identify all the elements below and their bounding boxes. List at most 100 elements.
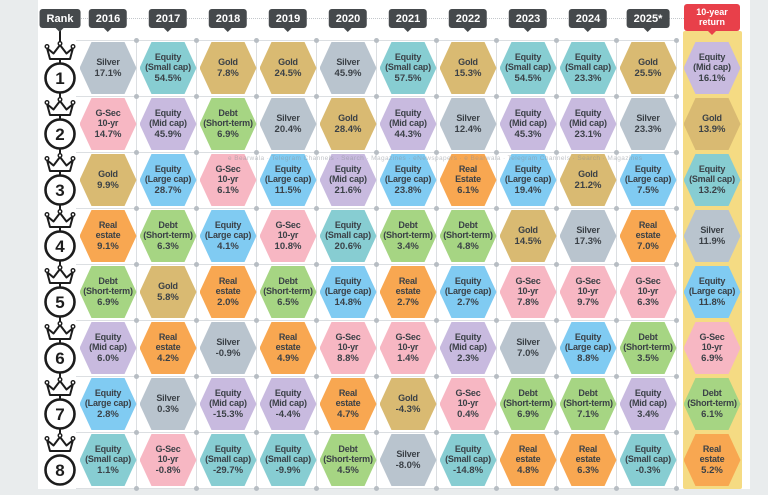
grid-dot	[254, 430, 259, 435]
asset-name: Equity (Small cap)	[505, 51, 551, 73]
asset-name: G-Sec 10-yr	[635, 275, 661, 297]
grid-dot	[434, 38, 439, 43]
asset-name: G-Sec 10-yr	[699, 331, 725, 353]
asset-return-value: 24.5%	[274, 67, 302, 79]
asset-name: G-Sec 10-yr	[275, 219, 301, 241]
asset-cell-2025-rank5: G-Sec 10-yr 6.3%	[619, 266, 677, 318]
asset-cell-2022-rank1: Gold 15.3%	[439, 42, 497, 94]
asset-return-value: 2.3%	[457, 352, 479, 364]
asset-return-value: 4.9%	[277, 352, 299, 364]
asset-name: Equity (Mid cap)	[449, 331, 487, 353]
asset-name: Equity (Small cap)	[565, 51, 611, 73]
grid-dot	[374, 318, 379, 323]
asset-return-value: 16.1%	[698, 72, 726, 84]
asset-cell-10yearreturn-rank5: Equity (Large cap) 11.8%	[683, 266, 741, 318]
asset-return-value: 5.2%	[701, 464, 723, 476]
asset-return-value: 6.1%	[217, 184, 239, 196]
asset-return-value: 7.0%	[517, 347, 539, 359]
grid-dot	[134, 374, 139, 379]
grid-dot	[134, 206, 139, 211]
grid-dot	[194, 38, 199, 43]
grid-dot	[194, 94, 199, 99]
asset-name: Gold	[278, 57, 298, 67]
asset-cell-2023-rank5: G-Sec 10-yr 7.8%	[499, 266, 557, 318]
asset-name: G-Sec 10-yr	[395, 331, 421, 353]
asset-cell-2025-rank8: Equity (Small cap) -0.3%	[619, 434, 677, 486]
year-header-2025: 2025*	[626, 9, 670, 32]
grid-dot	[554, 206, 559, 211]
asset-return-value: 23.8%	[394, 184, 422, 196]
asset-cell-2019-rank7: Equity (Mid cap) -4.4%	[259, 378, 317, 430]
asset-return-value: 6.1%	[701, 408, 723, 420]
asset-cell-2024-rank5: G-Sec 10-yr 9.7%	[559, 266, 617, 318]
asset-cell-2022-rank3: Real Estate 6.1%	[439, 154, 497, 206]
year-header-2022: 2022	[448, 9, 488, 32]
asset-return-value: -0.3%	[635, 464, 661, 476]
asset-name: Equity (Large cap)	[204, 219, 252, 241]
asset-return-value: 6.5%	[277, 296, 299, 308]
asset-return-value: 8.8%	[577, 352, 599, 364]
asset-name: Equity (Small cap)	[325, 219, 371, 241]
asset-return-value: 3.4%	[397, 240, 419, 252]
asset-cell-2016-rank3: Gold 9.9%	[79, 154, 137, 206]
grid-dot	[614, 430, 619, 435]
asset-cell-2024-rank8: Real estate 6.3%	[559, 434, 617, 486]
asset-cell-2019-rank1: Gold 24.5%	[259, 42, 317, 94]
asset-cell-2025-rank4: Real estate 7.0%	[619, 210, 677, 262]
grid-dot	[314, 38, 319, 43]
asset-cell-2018-rank2: Debt (Short-term) 6.9%	[199, 98, 257, 150]
year-header-2018: 2018	[208, 9, 248, 32]
asset-cell-2020-rank2: Gold 28.4%	[319, 98, 377, 150]
asset-return-value: 17.3%	[574, 235, 602, 247]
asset-name: Debt (Short-term)	[563, 387, 613, 409]
ten-year-return-header: 10-year return	[684, 4, 740, 35]
asset-return-value: 21.6%	[334, 184, 362, 196]
grid-dot	[314, 94, 319, 99]
asset-name: Silver	[576, 225, 600, 235]
asset-cell-2022-rank5: Equity (Large cap) 2.7%	[439, 266, 497, 318]
asset-return-value: 13.2%	[698, 184, 726, 196]
asset-return-value: 9.7%	[577, 296, 599, 308]
grid-dot	[434, 318, 439, 323]
grid-dot	[494, 430, 499, 435]
asset-return-value: 9.1%	[97, 240, 119, 252]
grid-dot	[374, 374, 379, 379]
asset-return-value: 20.4%	[274, 123, 302, 135]
asset-cell-2020-rank7: Real estate 4.7%	[319, 378, 377, 430]
svg-text:2: 2	[55, 125, 64, 144]
asset-cell-2021-rank5: Real estate 2.7%	[379, 266, 437, 318]
grid-dot	[674, 94, 679, 99]
asset-name: Equity (Mid cap)	[389, 107, 427, 129]
asset-cell-2017-rank8: G-Sec 10-yr -0.8%	[139, 434, 197, 486]
asset-return-value: 6.0%	[97, 352, 119, 364]
crown-icon: 1	[44, 41, 76, 94]
grid-dot	[554, 150, 559, 155]
grid-dot	[674, 374, 679, 379]
asset-return-value: 6.9%	[701, 352, 723, 364]
grid-dot	[614, 262, 619, 267]
rank-badge-4: 4	[37, 208, 83, 265]
year-header-2019: 2019	[268, 9, 308, 32]
grid-dot	[674, 150, 679, 155]
grid-dot	[254, 374, 259, 379]
grid-dot	[254, 206, 259, 211]
asset-cell-10yearreturn-rank8: Real estate 5.2%	[683, 434, 741, 486]
asset-name: Equity (Small cap)	[445, 443, 491, 465]
asset-name: Gold	[398, 393, 418, 403]
asset-return-value: 10.8%	[274, 240, 302, 252]
asset-name: Gold	[638, 57, 658, 67]
asset-return-value: 0.3%	[157, 403, 179, 415]
asset-cell-2019-rank4: G-Sec 10-yr 10.8%	[259, 210, 317, 262]
asset-return-value: -4.3%	[395, 403, 421, 415]
asset-cell-2025-rank6: Debt (Short-term) 3.5%	[619, 322, 677, 374]
rank-header: Rank	[39, 9, 81, 32]
grid-dot	[134, 150, 139, 155]
grid-dot	[194, 318, 199, 323]
grid-dot	[254, 94, 259, 99]
asset-name: Gold	[518, 225, 538, 235]
grid-dot	[554, 94, 559, 99]
asset-return-value: 45.9%	[334, 67, 362, 79]
asset-return-value: 4.8%	[457, 240, 479, 252]
asset-return-value: 12.4%	[454, 123, 482, 135]
